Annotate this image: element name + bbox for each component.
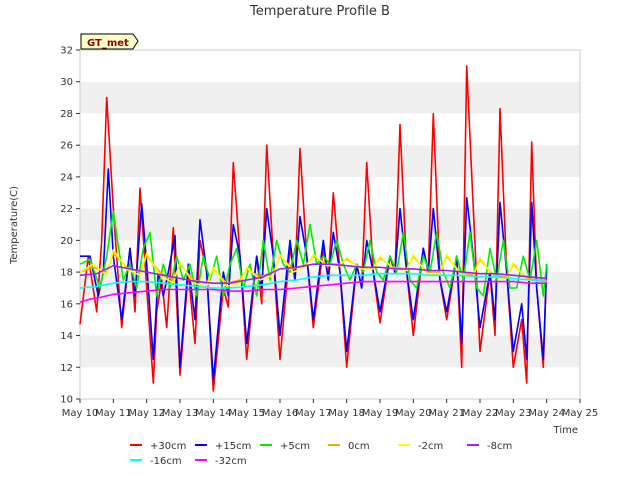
legend-item: -2cm (398, 441, 443, 452)
legend-item: 0cm (328, 441, 370, 452)
x-tick-label: May 16 (262, 408, 299, 419)
legend-label: -16cm (150, 456, 182, 467)
y-tick-label: 10 (60, 395, 73, 406)
grid-band (80, 145, 580, 177)
y-tick-label: 32 (60, 46, 73, 57)
legend-label: +30cm (150, 441, 186, 452)
x-tick-label: May 12 (128, 408, 165, 419)
legend-item: -16cm (130, 456, 182, 467)
x-tick-label: May 18 (328, 408, 365, 419)
legend: +30cm +15cm +5cm 0cm -2cm -8cm -16cm -32cm (130, 441, 512, 467)
legend-label: 0cm (348, 441, 370, 452)
grid-band (80, 303, 580, 336)
x-axis-label: Time (553, 425, 578, 436)
annotation-label: GT_met (87, 38, 129, 49)
series-line-8cm (79, 263, 547, 285)
y-tick-label: 18 (60, 268, 73, 279)
y-tick-label: 12 (60, 363, 73, 374)
y-tick-label: 24 (60, 172, 73, 183)
y-tick-label: 14 (60, 331, 73, 342)
chart-title: Temperature Profile B (249, 4, 390, 19)
legend-item: +15cm (195, 441, 251, 452)
series-line-32cm (79, 280, 547, 303)
grid-band (80, 335, 580, 368)
series-layer (79, 65, 548, 392)
y-tick-label: 26 (60, 141, 73, 152)
legend-item: -8cm (467, 441, 512, 452)
grid-band (80, 176, 580, 209)
grid-band (80, 367, 580, 399)
legend-item: +30cm (130, 441, 186, 452)
x-tick-label: May 14 (195, 408, 232, 419)
x-tick-label: May 17 (295, 408, 332, 419)
y-tick-label: 30 (60, 77, 73, 88)
legend-label: +5cm (280, 441, 310, 452)
y-tick-label: 16 (60, 299, 73, 310)
legend-label: -8cm (487, 441, 512, 452)
plot-frame (79, 49, 581, 400)
annotation-box (80, 33, 139, 50)
x-tick-label: May 15 (228, 408, 265, 419)
y-axis-ticks: 10 12 14 16 18 20 22 24 26 28 30 32 (60, 46, 80, 406)
y-tick-label: 28 (60, 109, 73, 120)
grid-band (80, 50, 580, 82)
x-tick-label: May 13 (162, 408, 199, 419)
gt-met-annotation: GT_met (80, 33, 139, 50)
y-tick-label: 20 (60, 236, 73, 247)
legend-item: +5cm (260, 441, 310, 452)
x-tick-label: May 22 (462, 408, 499, 419)
legend-label: -32cm (215, 456, 247, 467)
y-axis-label: Temperature(C) (9, 186, 20, 265)
legend-item: -32cm (195, 456, 247, 467)
x-tick-label: May 23 (495, 408, 532, 419)
legend-label: +15cm (215, 441, 251, 452)
x-tick-label: May 10 (62, 408, 99, 419)
x-tick-label: May 21 (428, 408, 465, 419)
legend-label: -2cm (418, 441, 443, 452)
x-tick-label: May 20 (395, 408, 432, 419)
x-tick-label: May 25 (562, 408, 599, 419)
series-line-16cm (79, 272, 547, 289)
y-tick-label: 22 (60, 204, 73, 215)
grid-band (80, 113, 580, 146)
x-tick-label: May 24 (528, 408, 565, 419)
grid-band (80, 81, 580, 114)
x-tick-label: May 19 (362, 408, 399, 419)
x-tick-label: May 11 (95, 408, 132, 419)
